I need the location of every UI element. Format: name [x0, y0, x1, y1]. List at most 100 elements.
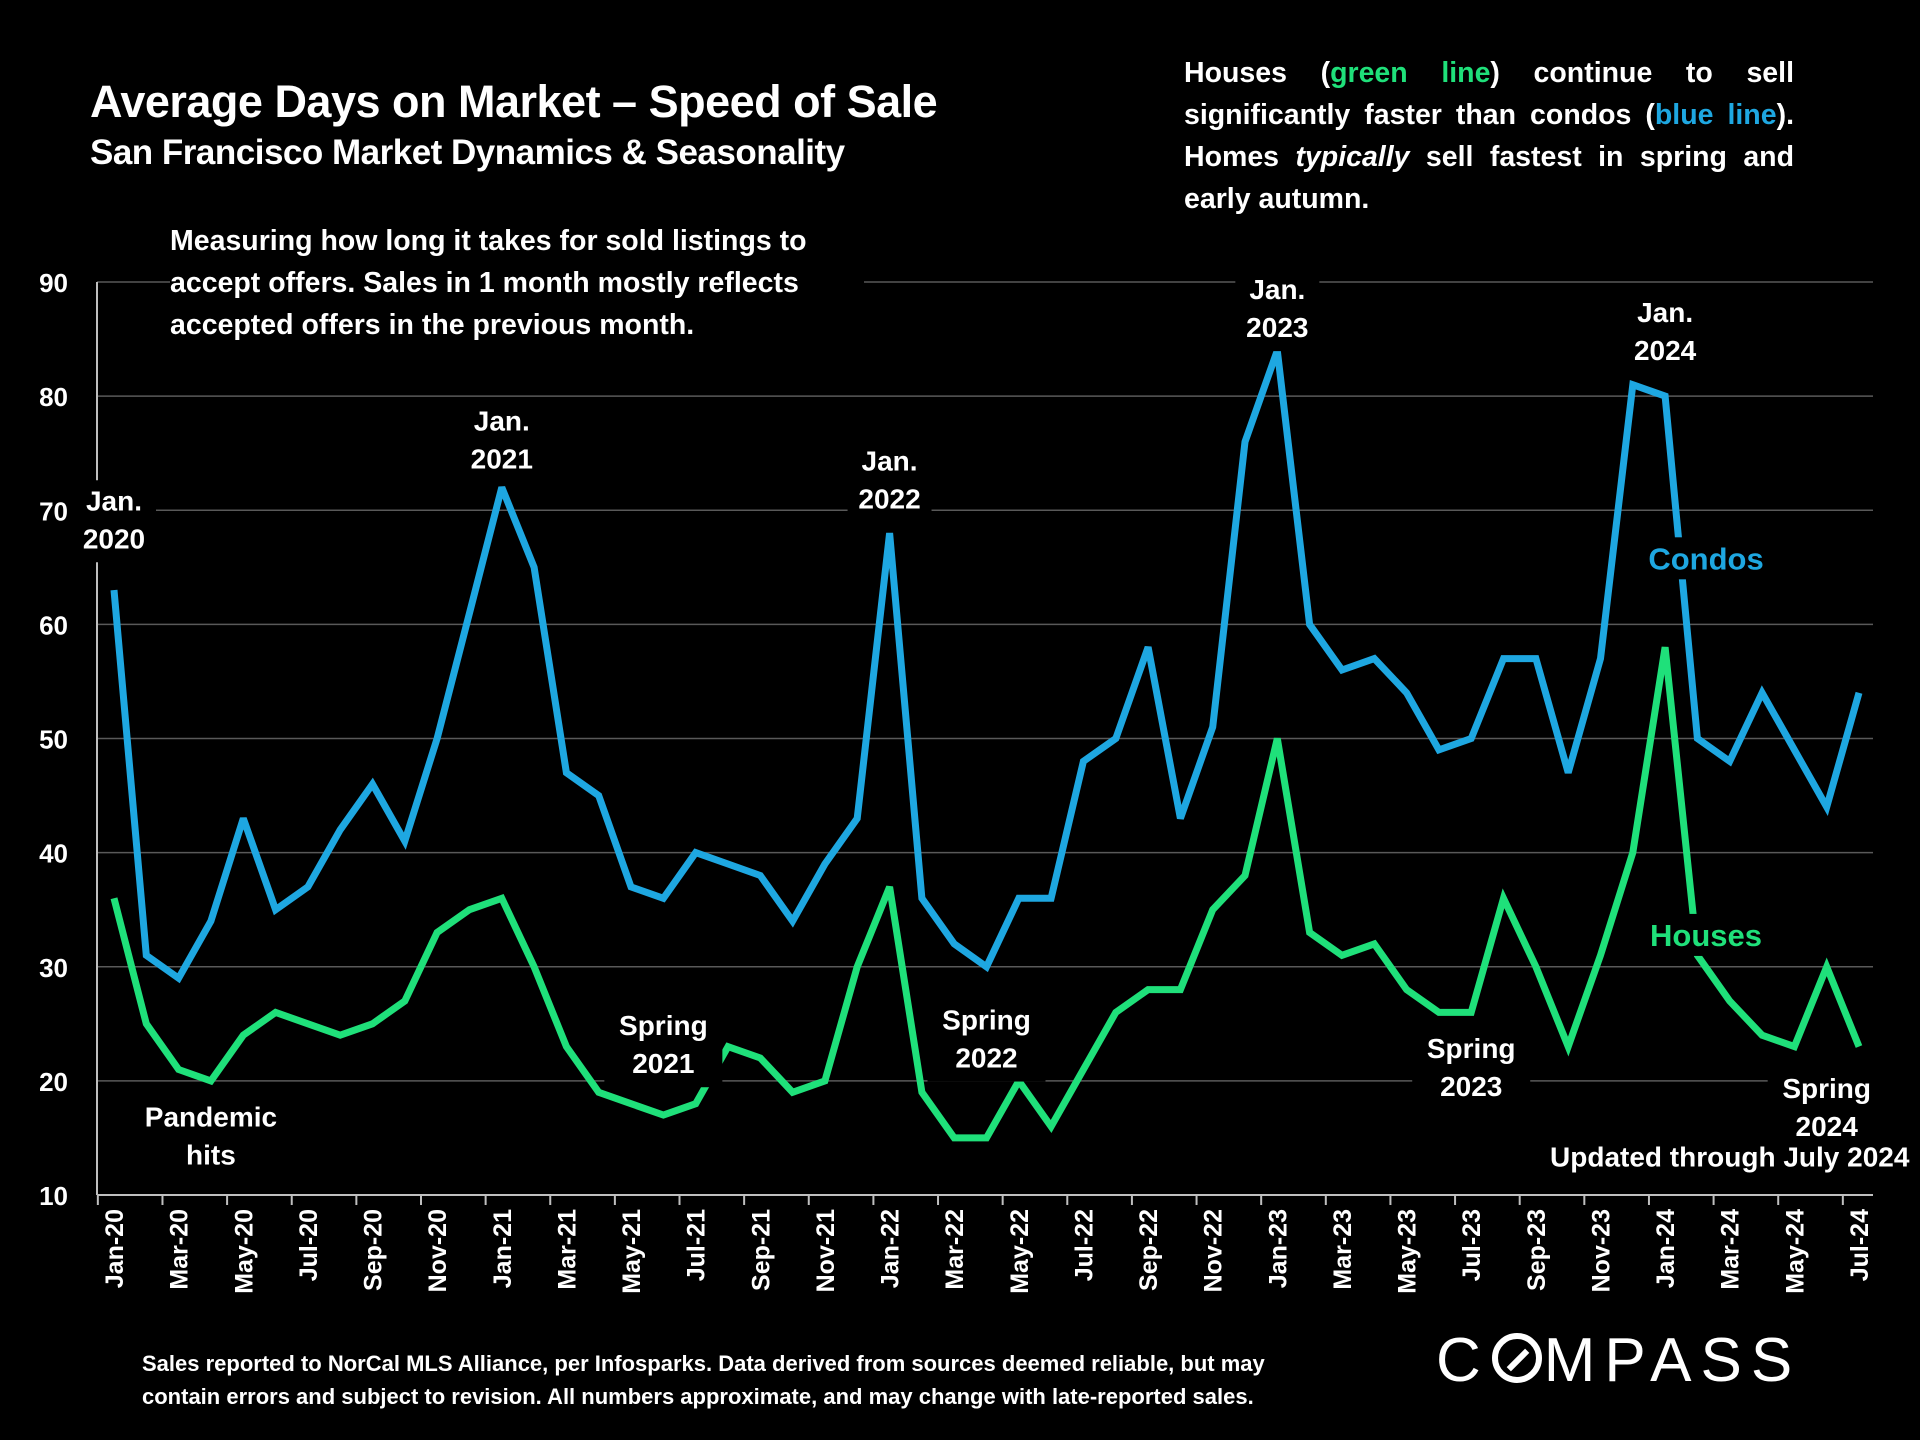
x-tick-label: Mar-20 [166, 1209, 194, 1290]
y-tick-label: 50 [39, 725, 68, 755]
x-tick-label: Jan-22 [877, 1209, 905, 1288]
x-tick-label: May-21 [618, 1209, 646, 1294]
y-tick-label: 20 [39, 1067, 68, 1097]
annotation-line: 2023 [1440, 1071, 1502, 1102]
x-tick-label: Jul-21 [683, 1209, 711, 1281]
annotation-line: Jan. [1637, 297, 1693, 328]
annotation-line: 2022 [955, 1043, 1017, 1074]
annotation-label: Pandemic hits [145, 1102, 277, 1171]
annotation-label: Spring 2023 [1427, 1033, 1516, 1102]
annotation-line: 2022 [858, 483, 920, 514]
x-tick-label: Jul-23 [1458, 1209, 1486, 1281]
x-tick-label: Nov-23 [1587, 1209, 1615, 1292]
blue-line-text: blue line [1654, 99, 1777, 131]
x-tick-label: Sep-22 [1135, 1209, 1163, 1291]
annotation-bg [1235, 269, 1320, 352]
x-tick-label: Jul-20 [295, 1209, 323, 1281]
x-tick-label: Jul-24 [1846, 1209, 1874, 1281]
annotation-line: 2021 [632, 1048, 694, 1079]
y-tick-label: 90 [39, 268, 68, 298]
annotation-bg [604, 1005, 723, 1088]
annotation-bg [927, 999, 1046, 1082]
annotation-line: 2023 [1246, 312, 1308, 343]
legend: Condos Houses [1644, 537, 1768, 956]
annotation-line: Jan. [474, 405, 530, 436]
annotation-line: Updated through July 2024 [1550, 1141, 1910, 1172]
legend-label-houses: Houses [1650, 918, 1762, 953]
y-tick-label: 70 [39, 496, 68, 526]
y-tick-label: 30 [39, 953, 68, 983]
x-tick-label: Sep-20 [360, 1209, 388, 1291]
annotation-label: Jan. 2021 [471, 405, 533, 474]
summary-part-4: sell fastest in spring and early autumn. [1184, 141, 1794, 215]
y-tick-label: 40 [39, 839, 68, 869]
y-tick-label: 80 [39, 382, 68, 412]
annotation-line: Pandemic [145, 1102, 277, 1133]
footer-line-1: Sales reported to NorCal MLS Alliance, p… [142, 1351, 1265, 1376]
y-axis-ticks: 10 20 30 40 50 60 70 80 90 [39, 268, 68, 1211]
annotation-label: Jan. 2024 [1634, 297, 1697, 366]
annotation-label: Updated through July 2024 [1550, 1141, 1910, 1172]
annotation-line: Spring [1782, 1073, 1871, 1104]
chart-title: Average Days on Market – Speed of Sale [90, 76, 938, 127]
annotation-bg [1623, 291, 1708, 374]
annotation-line: Spring [619, 1010, 708, 1041]
green-line-text: green line [1330, 57, 1491, 89]
compass-o-icon [1491, 1333, 1542, 1383]
x-tick-label: Jan-23 [1264, 1209, 1292, 1288]
legend-label-condos: Condos [1648, 541, 1763, 576]
x-tick-label: Jul-22 [1070, 1209, 1098, 1281]
annotation-label: Jan. 2023 [1246, 274, 1308, 343]
annotation-label: Spring 2022 [942, 1005, 1031, 1074]
x-tick-label: Sep-21 [747, 1209, 775, 1291]
x-tick-label: Nov-20 [424, 1209, 452, 1292]
annotation-line: 2020 [83, 523, 145, 554]
x-tick-label: May-22 [1006, 1209, 1034, 1294]
x-tick-label: Jan-21 [489, 1209, 517, 1288]
series-lines [110, 349, 1863, 1142]
x-tick-label: May-20 [230, 1209, 258, 1294]
logo-text-end: MPASS [1543, 1326, 1802, 1395]
y-tick-label: 60 [39, 610, 68, 640]
annotation-label: Spring 2021 [619, 1010, 708, 1079]
series-line-condos [110, 349, 1863, 984]
annotation-bg [1767, 1067, 1886, 1150]
annotation-line: Jan. [1249, 274, 1305, 305]
legend-bg [1644, 913, 1768, 956]
x-tick-label: Mar-22 [941, 1209, 969, 1290]
x-tick-label: Mar-21 [553, 1209, 581, 1290]
annotation-bg [72, 480, 156, 563]
x-tick-label: Mar-24 [1717, 1209, 1745, 1290]
axes [96, 282, 1873, 1205]
annotation-line: Spring [942, 1005, 1031, 1036]
annotation-line: Jan. [862, 445, 918, 476]
legend-bg [1644, 537, 1768, 580]
summary-part-2: ) continue to sell significantly faster … [1184, 57, 1794, 131]
x-tick-label: May-24 [1781, 1209, 1809, 1294]
x-tick-label: Nov-21 [812, 1209, 840, 1292]
summary-part-1: Houses ( [1184, 57, 1331, 89]
annotation-bg [134, 1096, 287, 1179]
x-tick-label: Mar-23 [1329, 1209, 1357, 1290]
annotation-bg [459, 400, 544, 483]
annotation-line: 2021 [471, 443, 533, 474]
summary-text: Houses (green line) continue to sell sig… [1184, 52, 1794, 220]
x-tick-label: Sep-23 [1523, 1209, 1551, 1291]
annotation-label: Jan. 2020 [83, 485, 145, 554]
annotation-bg [1509, 1136, 1920, 1181]
x-tick-label: Nov-22 [1200, 1209, 1228, 1292]
footer-line-2: contain errors and subject to revision. … [142, 1384, 1254, 1409]
annotation-line: Spring [1427, 1033, 1516, 1064]
chart-subtitle: San Francisco Market Dynamics & Seasonal… [90, 133, 845, 172]
annotation-line: hits [186, 1140, 236, 1171]
x-tick-label: Jan-20 [101, 1209, 129, 1288]
annotation-line: Jan. [86, 485, 142, 516]
y-tick-label: 10 [39, 1181, 68, 1211]
grid-lines [97, 281, 1873, 1082]
x-tick-label: Jan-24 [1652, 1209, 1680, 1288]
summary-italic: typically [1295, 141, 1410, 173]
annotation-line: 2024 [1634, 335, 1697, 366]
summary-part-3: ). Homes [1184, 99, 1794, 173]
compass-logo: C MPASS [1436, 1325, 1801, 1396]
